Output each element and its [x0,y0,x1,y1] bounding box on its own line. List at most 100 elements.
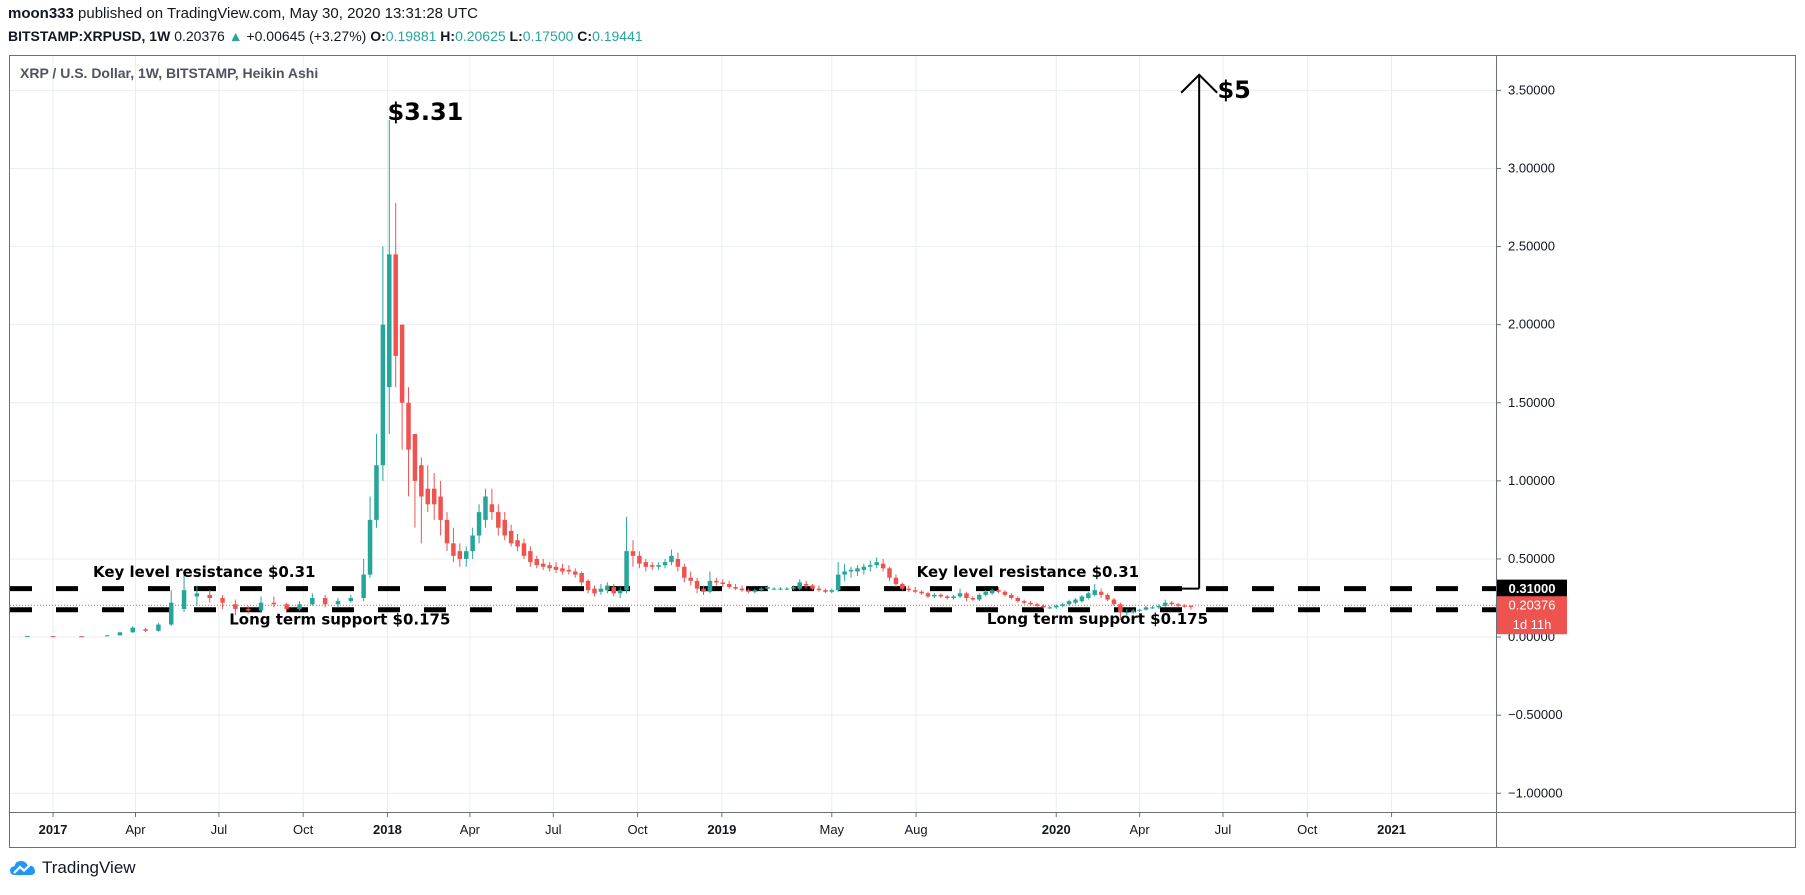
footer-brand[interactable]: TradingView [9,858,136,878]
chart-annotation: $5 [1217,76,1250,104]
candle-down [50,636,56,638]
annotations: $3.31 $5 Key level resistance $0.31 Long te… [93,73,1251,629]
price-tick-label: 3.50000 [1508,82,1555,97]
candle-down [823,590,828,592]
candle-down [1021,601,1027,603]
price-chart[interactable]: $3.31 $5 Key level resistance $0.31 Long te… [10,56,1795,847]
chart-annotation: Long term support $0.175 [229,611,450,629]
candle-up [258,602,264,611]
symbol-label: BITSTAMP:XRPUSD, 1W [8,28,171,44]
candle-down [406,402,411,450]
candle-down [1111,599,1117,605]
candle-up [842,571,847,575]
published-text: published on TradingView.com, May 30, 20… [73,5,478,22]
candle-up [1143,607,1149,610]
candle-down [1009,594,1014,599]
candle-up [778,588,783,590]
candle-down [1098,591,1104,595]
candle-down [79,636,84,638]
candle-down [521,543,527,556]
time-tick-label: Oct [627,822,648,837]
candle-up [791,587,796,589]
candle-up [1150,607,1155,609]
last-price-label-bg [1497,596,1567,635]
candle-down [489,504,495,513]
candle-down [412,434,418,481]
candle-up [598,588,604,592]
grid [10,56,1496,812]
candle-down [271,602,277,605]
up-arrow-icon: ▲ [228,28,243,44]
candle-down [1002,591,1008,595]
last-price: 0.20376 [170,28,229,44]
candle-up [476,512,482,536]
price-tick-label: 0.50000 [1508,551,1555,566]
time-tick-label: Jul [211,822,228,837]
candle-down [528,551,533,563]
change-value: +0.00645 (+3.27%) [242,28,367,44]
arrow-head-icon [1180,73,1218,94]
chart-annotation: $3.31 [387,98,463,126]
candle-up [617,590,623,594]
candle-up [1092,590,1097,595]
candle-down [573,571,578,575]
time-tick-label: Jul [545,822,562,837]
candle-down [1182,605,1187,607]
candle-up [1156,605,1162,608]
candle-down [649,565,655,567]
candle-up [297,604,302,609]
candle-up [957,593,963,597]
tradingview-cloud-icon [10,861,35,875]
candle-up [1060,604,1065,606]
price-tick-label: −0.50000 [1508,707,1563,722]
chart-frame[interactable]: $3.31 $5 Key level resistance $0.31 Long te… [9,55,1796,848]
candle-down [643,562,649,567]
candle-down [566,569,572,572]
time-tick-label: Oct [293,822,314,837]
candle-up [868,565,873,567]
candle-down [893,577,899,584]
last-price-label: 0.20376 [1509,598,1556,613]
candle-up [168,602,174,625]
candle-down [746,590,751,592]
candle-up [1130,610,1136,613]
candle-down [547,565,552,569]
candle-down [925,593,931,597]
candle-up [380,324,386,466]
time-tick-label: Aug [905,822,928,837]
candle-up [765,587,770,589]
candle-down [553,566,559,570]
candle-up [470,535,475,552]
time-tick-label: 2021 [1377,822,1406,837]
open-label: O: [366,28,386,44]
candle-down [964,593,969,599]
price-tick-label: 1.00000 [1508,473,1555,488]
high-value: 0.20625 [455,28,506,44]
candle-down [220,598,225,603]
chart-annotation: Long term support $0.175 [987,610,1208,628]
chart-annotation: Key level resistance $0.31 [93,563,315,581]
candle-down [611,587,616,594]
candle-up [848,569,854,572]
candle-down [996,590,1001,592]
time-tick-label: Jul [1215,822,1232,837]
candle-down [726,583,732,588]
candle-up [387,254,392,388]
time-tick-label: 2018 [373,822,402,837]
candle-down [887,568,892,578]
candle-up [156,624,161,631]
publisher-user[interactable]: moon333 [8,5,74,22]
candles [25,120,1194,638]
candle-down [816,588,822,591]
candle-up [669,555,674,563]
candle-down [393,254,398,356]
publisher-line: moon333 published on TradingView.com, Ma… [8,5,478,22]
candle-down [245,608,251,611]
candle-down [1118,604,1123,613]
candle-up [1079,596,1085,602]
candle-up [829,590,835,592]
candle-down [431,488,437,505]
candle-down [592,588,597,594]
candle-down [900,583,905,589]
low-label: L: [505,28,523,44]
